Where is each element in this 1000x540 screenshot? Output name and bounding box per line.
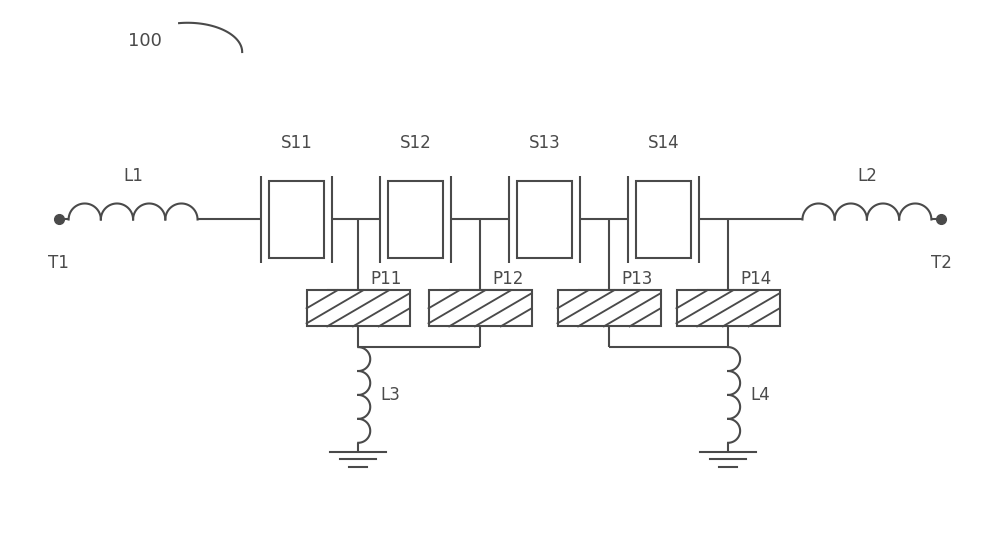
- Text: P11: P11: [370, 269, 401, 287]
- Text: P12: P12: [492, 269, 523, 287]
- Bar: [636, 181, 691, 258]
- Bar: [558, 290, 661, 326]
- Text: L4: L4: [750, 386, 770, 404]
- Bar: [677, 290, 780, 326]
- Bar: [307, 290, 410, 326]
- Text: S11: S11: [281, 134, 313, 152]
- Text: 100: 100: [128, 32, 162, 50]
- Text: L2: L2: [857, 167, 877, 185]
- Text: T2: T2: [931, 254, 952, 272]
- Text: S14: S14: [648, 134, 679, 152]
- Bar: [517, 181, 572, 258]
- Text: P13: P13: [621, 269, 652, 287]
- Bar: [429, 290, 532, 326]
- Bar: [269, 181, 324, 258]
- Text: L1: L1: [123, 167, 143, 185]
- Text: S13: S13: [529, 134, 560, 152]
- Text: P14: P14: [740, 269, 771, 287]
- Text: T1: T1: [48, 254, 69, 272]
- Bar: [388, 181, 443, 258]
- Text: L3: L3: [380, 386, 400, 404]
- Text: S12: S12: [400, 134, 432, 152]
